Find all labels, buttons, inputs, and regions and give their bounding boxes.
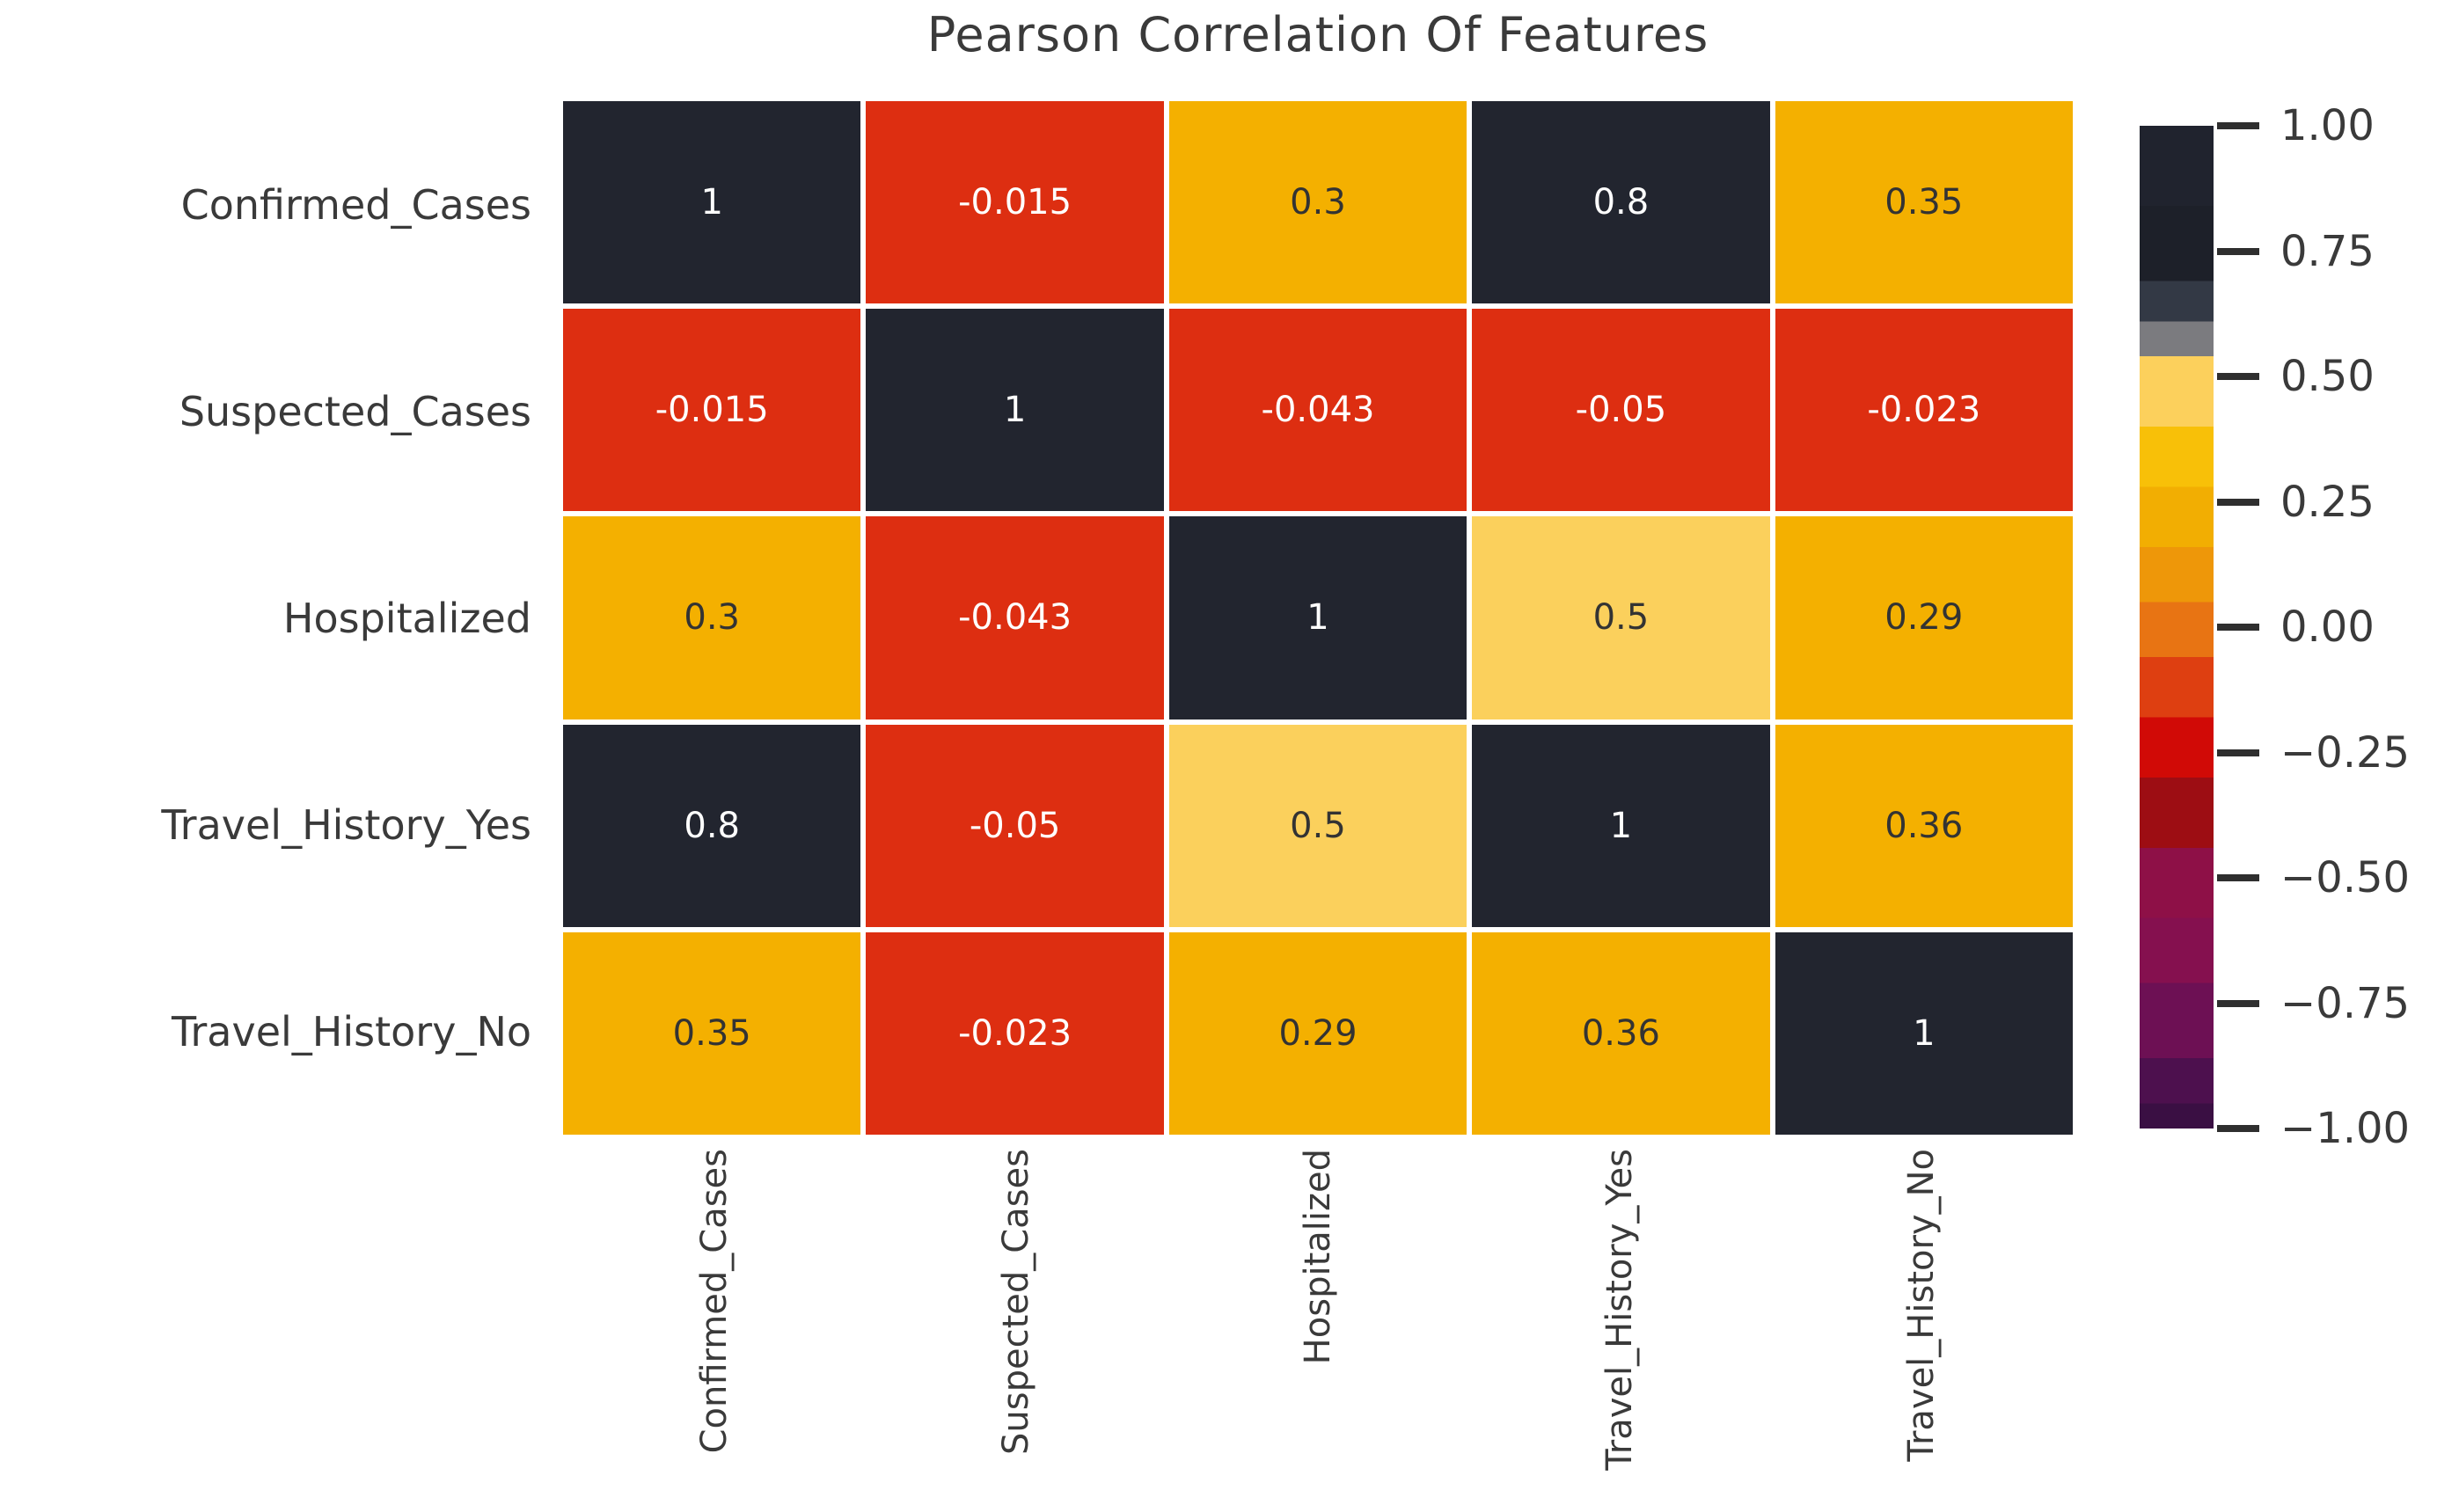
- x-axis-label-slot: Travel_History_Yes: [1469, 1149, 1771, 1511]
- y-axis-label: Confirmed_Cases: [180, 180, 531, 229]
- heatmap-cell: -0.05: [866, 724, 1164, 927]
- colorbar-tick: [2217, 122, 2259, 129]
- x-axis-label: Hospitalized: [1298, 1149, 1338, 1365]
- colorbar: [2140, 126, 2214, 1129]
- heatmap-cell: -0.015: [866, 101, 1164, 304]
- y-axis-label: Hospitalized: [282, 594, 531, 642]
- heatmap-cell: 0.36: [1775, 724, 2073, 927]
- x-axis-label-slot: Suspected_Cases: [865, 1149, 1167, 1511]
- colorbar-tick: [2217, 1125, 2259, 1132]
- x-axis-label: Suspected_Cases: [995, 1149, 1036, 1455]
- y-axis-label: Suspected_Cases: [179, 387, 531, 435]
- heatmap-cell: 0.8: [1472, 101, 1770, 304]
- heatmap-cell: -0.05: [1472, 309, 1770, 512]
- heatmap-cell: -0.015: [563, 309, 861, 512]
- colorbar-tick: [2217, 624, 2259, 631]
- x-axis-labels: Confirmed_Cases Suspected_Cases Hospitaliz…: [563, 1149, 2073, 1511]
- heatmap-grid: 1 -0.015 0.3 0.8 0.35 -0.015 1 -0.043 -0.05 -0.02…: [563, 101, 2073, 1135]
- heatmap-cell: 0.3: [1168, 101, 1467, 304]
- y-axis-label: Travel_History_No: [172, 1007, 531, 1055]
- x-axis-label-slot: Confirmed_Cases: [563, 1149, 865, 1511]
- heatmap-cell: -0.043: [1168, 309, 1467, 512]
- heatmap-cell: 0.29: [1775, 516, 2073, 719]
- colorbar-tick: [2217, 373, 2259, 380]
- colorbar-tick: [2217, 498, 2259, 506]
- heatmap-cell: 0.36: [1472, 931, 1770, 1135]
- heatmap-cell: 0.29: [1168, 931, 1467, 1135]
- x-axis-label: Travel_History_No: [1901, 1149, 1943, 1462]
- heatmap-cell: -0.043: [866, 516, 1164, 719]
- colorbar-tick: [2217, 999, 2259, 1007]
- heatmap-cell: -0.023: [866, 931, 1164, 1135]
- heatmap-cell: 0.5: [1472, 516, 1770, 719]
- heatmap-cell: 1: [1472, 724, 1770, 927]
- colorbar-tick-label: 0.50: [2280, 352, 2375, 401]
- heatmap-cell: 0.3: [563, 516, 861, 719]
- x-axis-label-slot: Hospitalized: [1167, 1149, 1468, 1511]
- x-axis-label-slot: Travel_History_No: [1771, 1149, 2073, 1511]
- colorbar-tick-label: −1.00: [2280, 1104, 2411, 1153]
- x-axis-label: Confirmed_Cases: [693, 1149, 735, 1454]
- heatmap-cell: 0.8: [563, 724, 861, 927]
- colorbar-tick-label: 0.25: [2280, 477, 2375, 527]
- heatmap-cell: 0.35: [1775, 101, 2073, 304]
- heatmap-cell: 1: [1775, 931, 2073, 1135]
- heatmap-cell: 0.35: [563, 931, 861, 1135]
- colorbar-tick-label: 0.75: [2280, 226, 2375, 276]
- colorbar-tick-label: 1.00: [2280, 101, 2375, 150]
- colorbar-tick: [2217, 749, 2259, 756]
- colorbar-tick: [2217, 874, 2259, 881]
- y-axis-label: Travel_History_Yes: [161, 800, 531, 849]
- heatmap-cell: 1: [563, 101, 861, 304]
- heatmap-cell: 0.5: [1168, 724, 1467, 927]
- colorbar-tick-label: −0.75: [2280, 978, 2411, 1028]
- colorbar-tick: [2217, 247, 2259, 255]
- colorbar-tick-label: −0.50: [2280, 853, 2411, 902]
- colorbar-tick-label: −0.25: [2280, 727, 2411, 778]
- heatmap-cell: 1: [866, 309, 1164, 512]
- chart-title: Pearson Correlation Of Features: [926, 7, 1709, 62]
- colorbar-tick-label: 0.00: [2280, 603, 2375, 652]
- x-axis-label: Travel_History_Yes: [1599, 1149, 1641, 1471]
- heatmap-cell: -0.023: [1775, 309, 2073, 512]
- heatmap-cell: 1: [1168, 516, 1467, 719]
- y-axis-labels: Confirmed_Cases Suspected_Cases Hospitaliz…: [0, 101, 544, 1135]
